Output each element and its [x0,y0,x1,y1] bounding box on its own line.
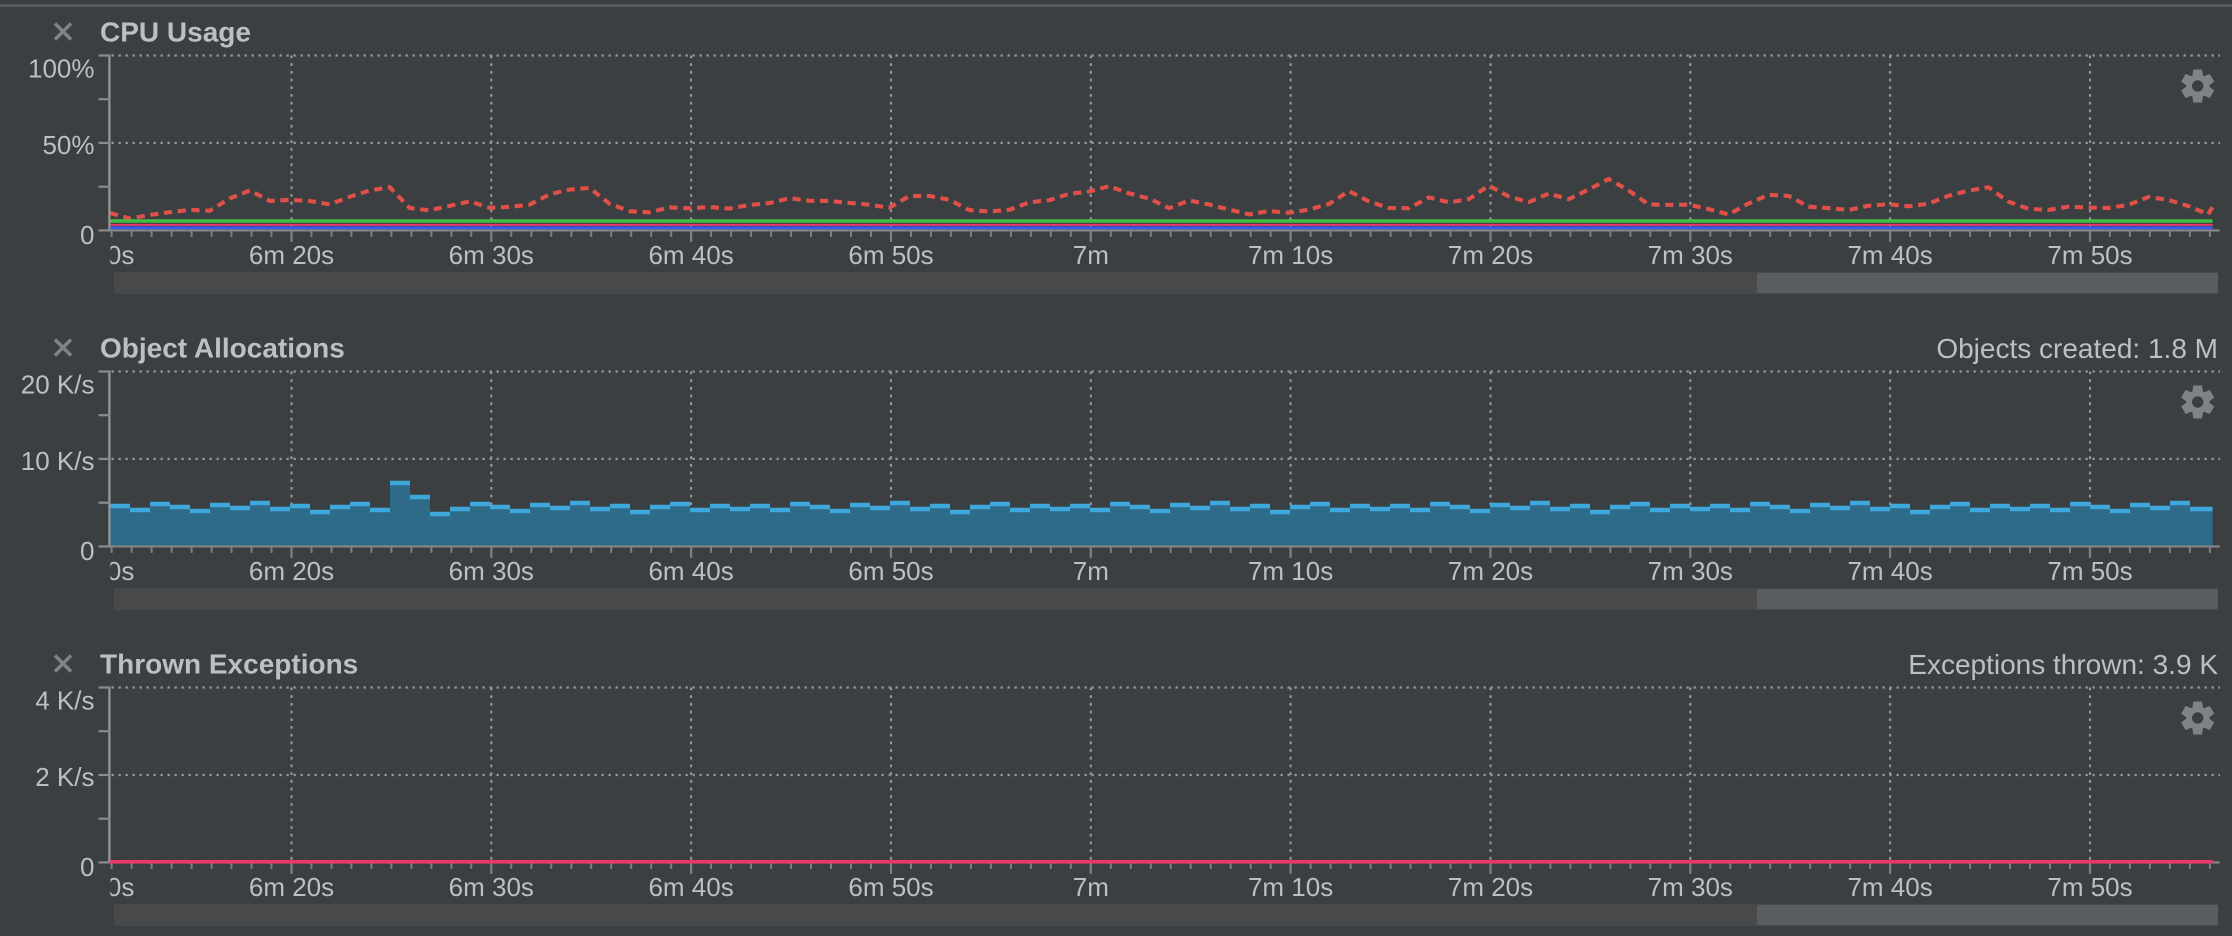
svg-text:7m 20s: 7m 20s [1448,556,1533,586]
svg-text:6m 30s: 6m 30s [449,556,534,586]
svg-text:10 K/s: 10 K/s [21,446,95,476]
svg-text:6m 20s: 6m 20s [249,556,334,586]
svg-text:7m: 7m [1073,556,1109,586]
svg-text:0: 0 [80,220,94,250]
svg-text:6m 50s: 6m 50s [848,872,933,902]
svg-text:7m 10s: 7m 10s [1248,872,1333,902]
svg-text:7m 50s: 7m 50s [2047,872,2132,902]
svg-text:6m 10s: 6m 10s [49,872,134,902]
svg-text:6m 40s: 6m 40s [648,872,733,902]
svg-text:Thrown Exceptions: Thrown Exceptions [100,648,358,679]
svg-text:6m 30s: 6m 30s [449,240,534,270]
svg-text:7m: 7m [1073,872,1109,902]
svg-text:6m 20s: 6m 20s [249,872,334,902]
svg-text:6m 30s: 6m 30s [449,872,534,902]
svg-text:7m 20s: 7m 20s [1448,872,1533,902]
svg-text:Exceptions thrown: 3.9 K: Exceptions thrown: 3.9 K [1908,649,2218,680]
svg-text:2 K/s: 2 K/s [35,762,94,792]
svg-text:7m 40s: 7m 40s [1847,872,1932,902]
svg-text:6m 40s: 6m 40s [648,240,733,270]
svg-text:Object Allocations: Object Allocations [100,332,345,363]
svg-text:6m 40s: 6m 40s [648,556,733,586]
svg-text:7m 50s: 7m 50s [2047,240,2132,270]
svg-text:CPU Usage: CPU Usage [100,16,251,47]
svg-text:7m 10s: 7m 10s [1248,556,1333,586]
svg-text:Objects created: 1.8 M: Objects created: 1.8 M [1936,333,2218,364]
svg-text:7m 30s: 7m 30s [1648,556,1733,586]
svg-text:6m 50s: 6m 50s [848,556,933,586]
svg-text:7m 40s: 7m 40s [1847,240,1932,270]
svg-text:6m 50s: 6m 50s [848,240,933,270]
svg-text:100%: 100% [28,54,95,84]
svg-text:0: 0 [80,852,94,882]
svg-text:6m 10s: 6m 10s [49,240,134,270]
svg-text:0: 0 [80,536,94,566]
svg-text:7m 30s: 7m 30s [1648,872,1733,902]
svg-text:6m 10s: 6m 10s [49,556,134,586]
svg-text:7m 40s: 7m 40s [1847,556,1932,586]
svg-text:7m 30s: 7m 30s [1648,240,1733,270]
svg-text:7m: 7m [1073,240,1109,270]
svg-text:7m 10s: 7m 10s [1248,240,1333,270]
svg-text:6m 20s: 6m 20s [249,240,334,270]
svg-text:20 K/s: 20 K/s [21,370,95,400]
svg-text:7m 20s: 7m 20s [1448,240,1533,270]
svg-text:7m 50s: 7m 50s [2047,556,2132,586]
svg-text:4 K/s: 4 K/s [35,686,94,716]
svg-text:50%: 50% [42,130,94,160]
